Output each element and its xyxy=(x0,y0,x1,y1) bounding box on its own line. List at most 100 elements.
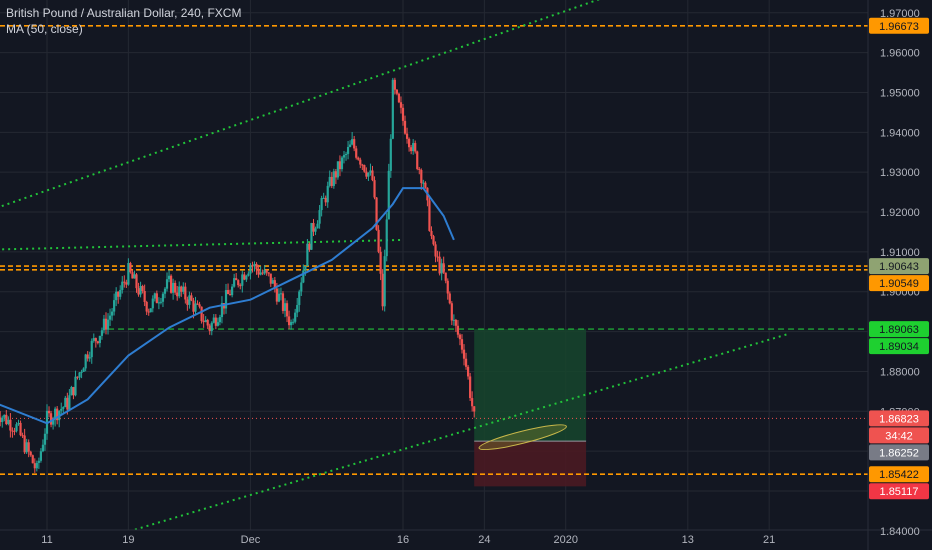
candle-body xyxy=(271,280,274,284)
price-label-text: 1.85422 xyxy=(879,469,919,481)
price-label-bg xyxy=(869,338,929,355)
candle-body xyxy=(84,354,87,369)
candle-body xyxy=(94,338,97,342)
candle-body xyxy=(318,210,321,224)
candle-body xyxy=(310,223,313,250)
candle-body xyxy=(194,303,197,312)
horizontal-levels xyxy=(0,24,868,475)
price-label-text: 1.85117 xyxy=(880,486,919,498)
candle-body xyxy=(119,289,122,297)
candle-body xyxy=(249,265,252,274)
moving-average xyxy=(0,187,455,425)
candle-body xyxy=(334,171,337,178)
candle-body xyxy=(115,291,118,301)
candle-body xyxy=(273,280,276,289)
candle-body xyxy=(82,368,85,372)
candle-body xyxy=(290,322,293,326)
candle-body xyxy=(68,395,71,410)
candle-body xyxy=(52,419,55,425)
candle-body xyxy=(39,451,42,461)
candle-body xyxy=(414,143,417,152)
candle-body xyxy=(149,308,152,313)
candle-body xyxy=(434,244,437,257)
price-label-text: 1.89034 xyxy=(879,341,919,353)
candle-body xyxy=(454,319,457,326)
price-label-bg xyxy=(869,427,929,444)
candle-body xyxy=(216,322,219,326)
candle-body xyxy=(204,319,207,322)
candle-body xyxy=(279,293,283,295)
candle-body xyxy=(263,269,266,274)
candle-body xyxy=(17,422,20,425)
candle-body xyxy=(1,417,4,423)
candle-body xyxy=(19,422,22,436)
candle-body xyxy=(167,275,171,280)
candle-body xyxy=(174,282,177,293)
price-label-text: 1.89063 xyxy=(879,324,919,336)
candle-body xyxy=(123,281,126,283)
candle-body xyxy=(62,407,65,409)
candle-body xyxy=(401,107,405,121)
candle-body xyxy=(275,288,278,302)
candle-body xyxy=(86,354,89,359)
candle-body xyxy=(21,435,24,437)
candle-body xyxy=(349,144,352,147)
candle-body xyxy=(5,414,8,425)
candle-body xyxy=(296,305,299,313)
candle-body xyxy=(456,325,460,335)
candle-body xyxy=(102,318,106,331)
candle-body xyxy=(338,161,342,170)
candle-body xyxy=(235,278,238,281)
candle-body xyxy=(322,197,325,199)
candle-body xyxy=(0,417,2,423)
candle-body xyxy=(393,79,396,90)
candle-body xyxy=(450,303,453,321)
candle-body xyxy=(405,133,409,139)
candle-body xyxy=(131,272,134,279)
candle-body xyxy=(367,172,370,177)
candle-body xyxy=(442,263,445,273)
symbol-title[interactable]: British Pound / Australian Dollar, 240, … xyxy=(6,6,242,20)
candle-body xyxy=(458,334,462,340)
candle-body xyxy=(196,303,199,305)
candle-body xyxy=(78,372,81,378)
candle-body xyxy=(106,319,110,330)
candle-body xyxy=(184,286,187,300)
indicator-label[interactable]: MA (50, close) xyxy=(6,22,83,36)
candle-body xyxy=(267,272,270,274)
time-axis-bg xyxy=(0,530,932,550)
candle-body xyxy=(49,413,53,425)
candle-body xyxy=(41,444,45,452)
candle-body xyxy=(383,256,386,307)
candle-body xyxy=(66,397,69,410)
candle-body xyxy=(346,146,350,154)
price-label-text: 34:42 xyxy=(885,430,913,442)
candle-body xyxy=(332,171,335,186)
candle-body xyxy=(460,339,464,350)
candle-body xyxy=(353,139,356,149)
candle-body xyxy=(182,286,185,292)
candle-body xyxy=(108,315,112,320)
candle-body xyxy=(27,442,30,452)
candle-body xyxy=(452,319,455,321)
candle-body xyxy=(127,263,130,285)
candle-body xyxy=(202,321,205,323)
candle-body xyxy=(344,153,348,155)
candle-body xyxy=(224,290,228,309)
candle-body xyxy=(98,335,101,344)
candle-body xyxy=(165,279,169,289)
candle-body xyxy=(11,430,14,432)
trendline xyxy=(0,238,404,251)
time-axis[interactable]: 11 19 Dec 16 24 2020 13 21 xyxy=(41,534,775,546)
price-tick-label: 1.93000 xyxy=(880,167,920,179)
candle-body xyxy=(359,159,362,165)
candle-body xyxy=(186,299,189,305)
time-tick-label: 13 xyxy=(682,534,694,546)
candle-body xyxy=(306,243,309,267)
candle-body xyxy=(369,170,372,173)
candle-body xyxy=(336,161,340,178)
candle-body xyxy=(214,317,217,326)
candle-body xyxy=(365,171,368,177)
candle-body xyxy=(412,143,415,152)
